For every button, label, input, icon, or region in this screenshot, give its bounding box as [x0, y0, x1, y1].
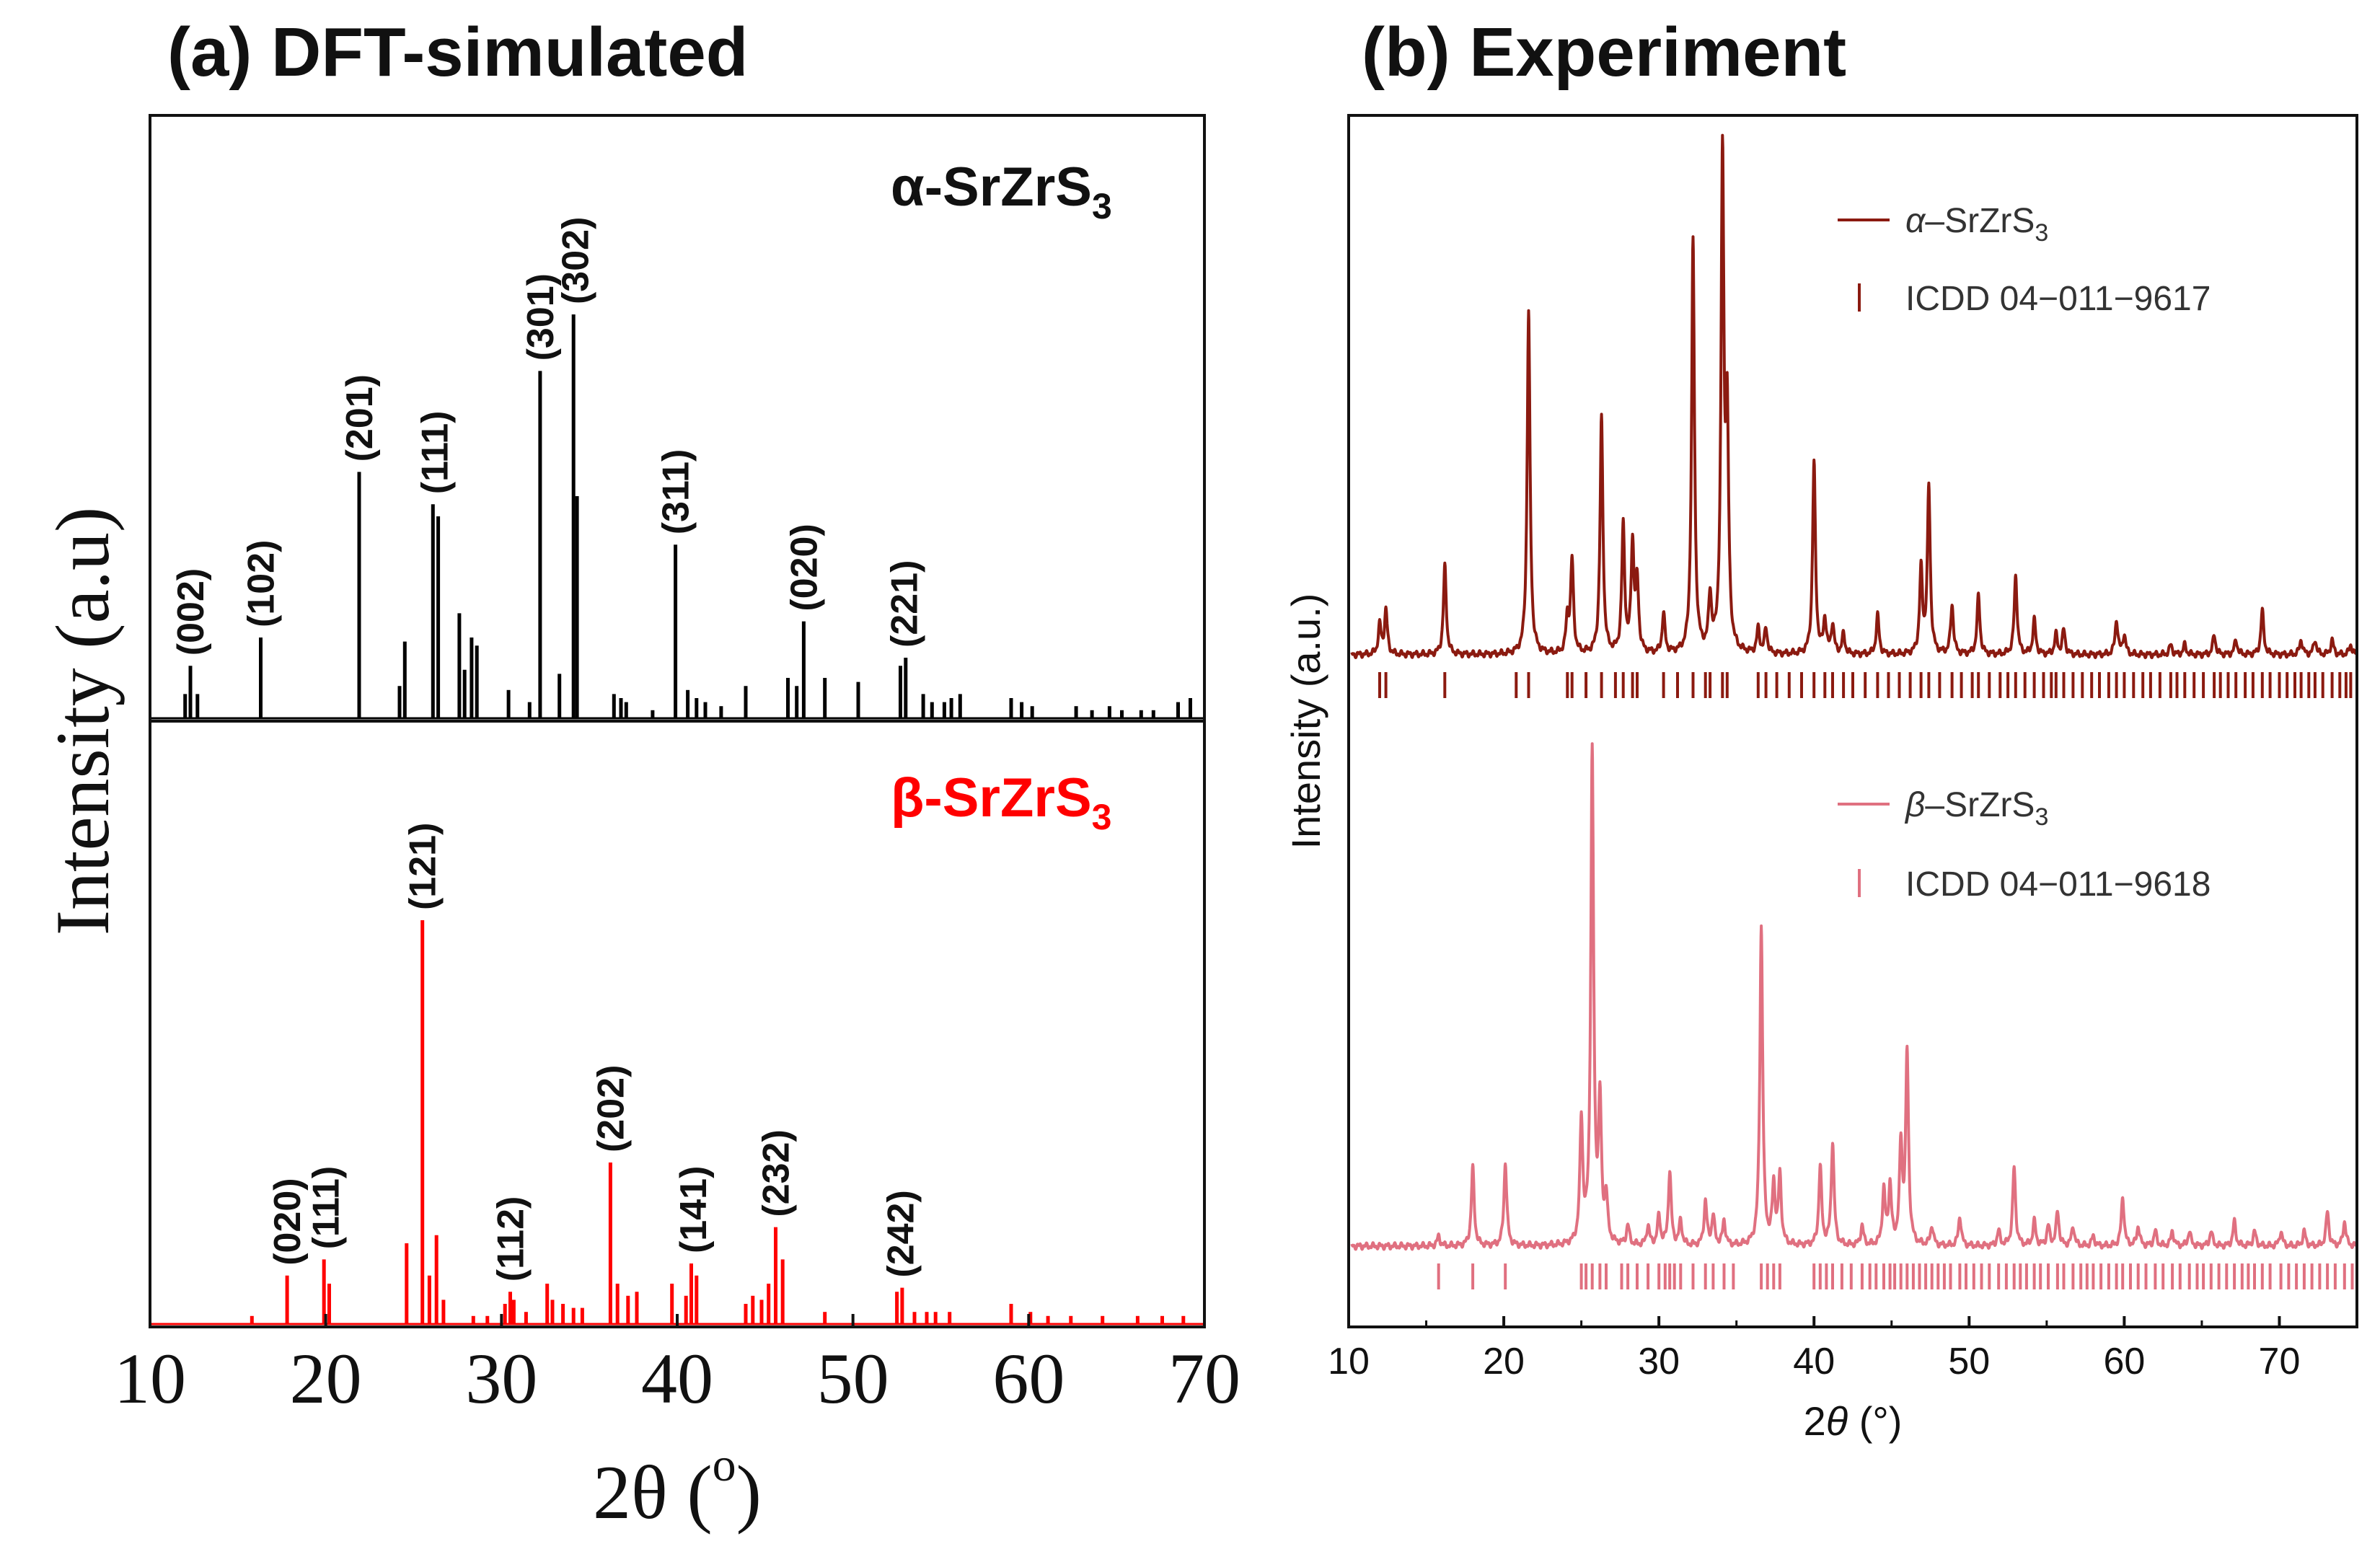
- alpha-hkl-labels: (002) (102) (201) (111) (301)(302) (311) (020)…: [170, 217, 925, 656]
- panel-a-x-tick-label-0: 10: [114, 1338, 186, 1419]
- panel-b-experiment: (b) Experiment α–SrZrS3 ICDD 04−011−9617…: [1283, 14, 2358, 1444]
- panel-a-x-tick-label-5: 60: [992, 1338, 1065, 1419]
- alpha-hkl-label-2: (201): [339, 374, 381, 462]
- beta-experiment-line: [1350, 742, 2358, 1251]
- beta-phase-label: β-SrZrS3: [891, 767, 1111, 837]
- legend-beta: β–SrZrS3 ICDD 04−011−9618: [1838, 786, 2211, 904]
- alpha-hkl-label-1: (102): [241, 540, 283, 627]
- panel-b-x-tick-label-4: 50: [1948, 1341, 1990, 1382]
- panel-b-frame: [1347, 114, 2358, 1328]
- alpha-hkl-label-7: (020): [783, 524, 825, 611]
- beta-hkl-label-0: (020): [267, 1178, 309, 1265]
- panel-a-x-tick-label-3: 40: [641, 1338, 713, 1419]
- panel-a-x-ticks: 10 20 30 40 50 60 70: [114, 1314, 1240, 1419]
- panel-a-y-axis-label: Intensity (a.u): [40, 507, 125, 936]
- panel-a-x-tick-label-4: 50: [817, 1338, 889, 1419]
- alpha-peaks: [150, 314, 1204, 720]
- panel-b-x-tick-label-1: 20: [1483, 1341, 1525, 1382]
- panel-b-x-tick-label-6: 70: [2259, 1341, 2301, 1382]
- beta-hkl-label-1: (111): [306, 1166, 348, 1250]
- alpha-hkl-label-5: (302): [555, 217, 597, 304]
- beta-hkl-label-3: (112): [490, 1196, 532, 1282]
- beta-hkl-labels: (020)(111) (121) (112) (202) (141) (232) (242): [267, 823, 922, 1282]
- panel-b-x-tick-label-0: 10: [1328, 1341, 1370, 1382]
- panel-a-x-tick-label-6: 70: [1168, 1338, 1240, 1419]
- legend-alpha-icdd-label: ICDD 04−011−9617: [1905, 280, 2211, 318]
- legend-alpha-label: α–SrZrS3: [1905, 202, 2048, 247]
- panel-b-y-axis-label: Intensity (a.u.): [1283, 594, 1328, 850]
- panel-b-x-axis-label: 2θ (°): [1804, 1398, 1903, 1444]
- panel-a-x-tick-label-1: 20: [290, 1338, 362, 1419]
- alpha-icdd-ticks: [1378, 672, 2353, 698]
- alpha-hkl-label-0: (002): [170, 568, 212, 656]
- panel-a-x-axis-label: 2θ (o): [593, 1439, 762, 1535]
- panel-a-dft-simulated: (a) DFT-simulated (002) (102) (201) (111) (3…: [40, 14, 1240, 1535]
- legend-beta-icdd-label: ICDD 04−011−9618: [1905, 865, 2211, 904]
- alpha-hkl-label-8: (221): [883, 560, 925, 648]
- alpha-hkl-label-3: (111): [415, 411, 457, 495]
- panel-b-x-ticks: 10 20 30 40 50 60 70: [1328, 1316, 2300, 1382]
- alpha-hkl-label-6: (311): [656, 449, 697, 535]
- beta-hkl-label-4: (202): [590, 1065, 632, 1152]
- alpha-hkl-label-4: (301): [520, 273, 562, 361]
- beta-hkl-label-5: (141): [673, 1166, 715, 1253]
- beta-hkl-label-7: (242): [881, 1190, 922, 1277]
- panel-b-x-tick-label-5: 60: [2103, 1341, 2145, 1382]
- legend-beta-label: β–SrZrS3: [1904, 786, 2048, 831]
- legend-alpha: α–SrZrS3 ICDD 04−011−9617: [1838, 202, 2211, 318]
- panel-b-title: (b) Experiment: [1362, 14, 1846, 91]
- panel-a-title: (a) DFT-simulated: [167, 14, 748, 91]
- beta-hkl-label-6: (232): [756, 1129, 798, 1217]
- alpha-experiment-line: [1350, 133, 2358, 659]
- panel-b-x-tick-label-3: 40: [1793, 1341, 1835, 1382]
- panel-b-x-tick-label-2: 30: [1638, 1341, 1680, 1382]
- panel-a-x-tick-label-2: 30: [465, 1338, 537, 1419]
- alpha-phase-label: α-SrZrS3: [891, 156, 1112, 226]
- beta-hkl-label-2: (121): [402, 823, 444, 910]
- beta-icdd-ticks: [1437, 1263, 2354, 1289]
